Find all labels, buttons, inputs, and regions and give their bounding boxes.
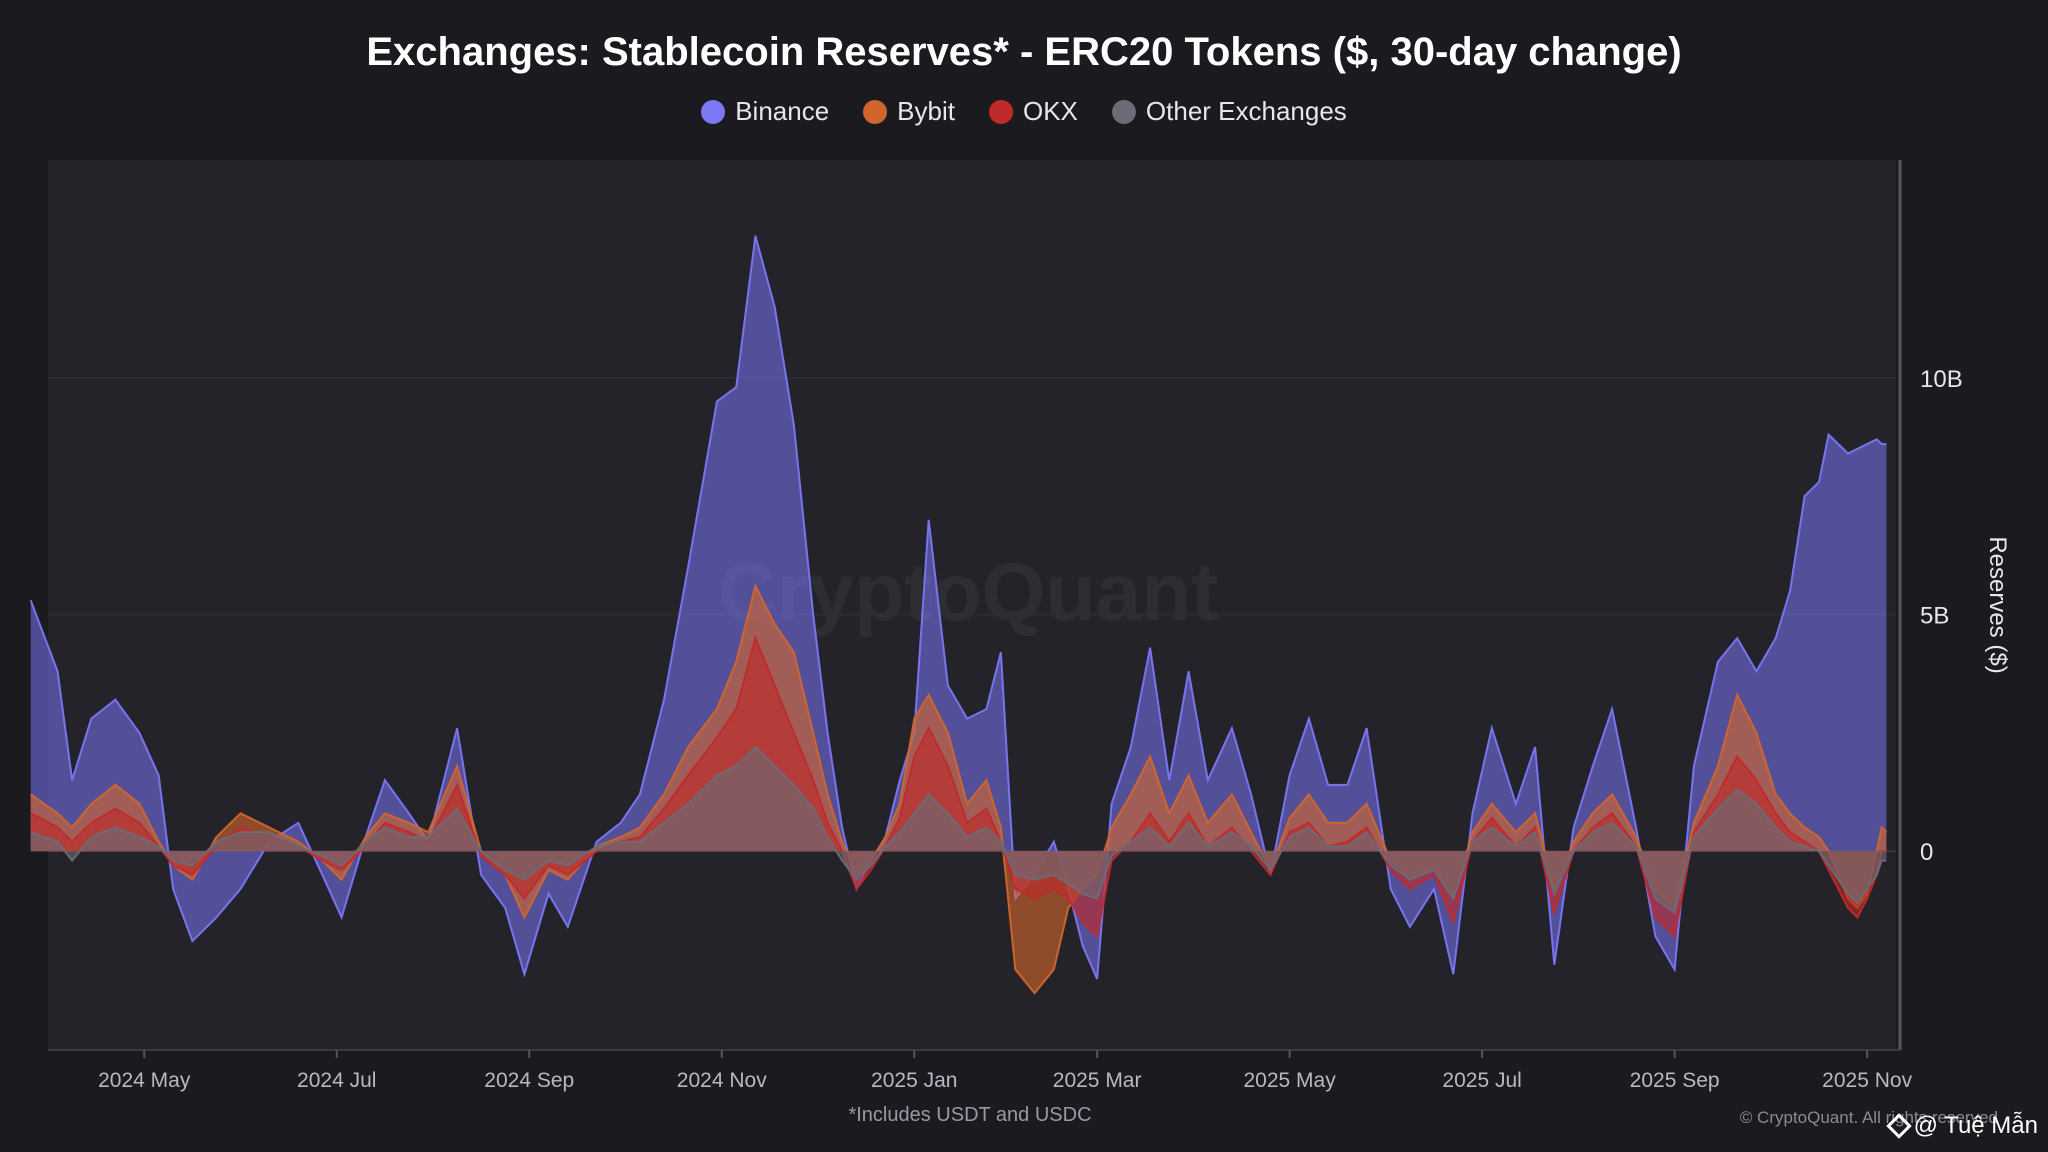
binance-logo-icon <box>1885 1113 1912 1139</box>
chart-title: Exchanges: Stablecoin Reserves* - ERC20 … <box>366 30 1682 74</box>
legend-item-bybit[interactable]: Bybit <box>863 96 955 127</box>
legend-label-bybit: Bybit <box>897 96 955 126</box>
plot-area <box>48 160 1896 1050</box>
y-axis-label: Reserves ($) <box>1984 536 2011 673</box>
legend-label-okx: OKX <box>1022 96 1078 126</box>
legend-item-other[interactable]: Other Exchanges <box>1111 96 1347 127</box>
x-tick-label: 2025 May <box>1244 1069 1337 1092</box>
legend-dot-okx <box>988 99 1013 124</box>
series-area-okx-line <box>30 634 1887 939</box>
series-area-other[interactable] <box>30 747 1887 913</box>
x-tick-label: 2025 Mar <box>1053 1069 1142 1092</box>
x-ticks: 2024 May 2024 Jul 2024 Sep 2024 Nov 2025 Jan… <box>98 1050 1913 1092</box>
x-tick-label: 2024 Jul <box>297 1069 376 1092</box>
copyright: © CryptoQuant. All rights reserved <box>1739 1108 1998 1127</box>
legend-dot-bybit <box>863 99 888 124</box>
series-area-other-line <box>30 745 1887 915</box>
y-ticks: 0 5B 10B <box>1920 366 1963 866</box>
footnote: *Includes USDT and USDC <box>848 1104 1092 1126</box>
x-tick-label: 2024 Sep <box>484 1069 574 1092</box>
user-credit-text: @ Tuệ Mẫn <box>1913 1112 2038 1139</box>
x-tick-label: 2025 Jan <box>871 1069 957 1092</box>
legend-dot-other <box>1111 99 1136 124</box>
y-tick-label: 5B <box>1920 602 1949 629</box>
legend: Binance Bybit OKX Other Exchanges <box>0 96 2048 127</box>
user-credit: @ Tuệ Mẫn <box>1885 1112 2038 1140</box>
legend-item-binance[interactable]: Binance <box>701 96 829 127</box>
x-tick-label: 2024 May <box>98 1069 191 1092</box>
legend-dot-binance <box>701 99 726 124</box>
x-tick-label: 2025 Jul <box>1442 1069 1521 1092</box>
legend-item-okx[interactable]: OKX <box>988 96 1078 127</box>
series-areas <box>29 235 1888 995</box>
legend-label-other: Other Exchanges <box>1145 96 1347 126</box>
y-tick-label: 0 <box>1920 839 1933 866</box>
x-tick-label: 2024 Nov <box>677 1069 767 1092</box>
x-tick-label: 2025 Nov <box>1822 1069 1912 1092</box>
x-tick-label: 2025 Sep <box>1630 1069 1720 1092</box>
series-area-bybit[interactable] <box>30 586 1887 994</box>
legend-label-binance: Binance <box>735 96 830 126</box>
y-tick-label: 10B <box>1920 366 1963 393</box>
